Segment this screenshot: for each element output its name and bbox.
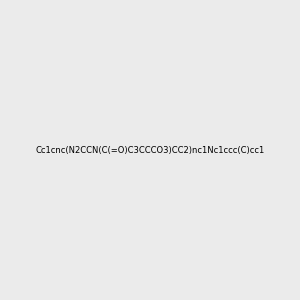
Text: Cc1cnc(N2CCN(C(=O)C3CCCO3)CC2)nc1Nc1ccc(C)cc1: Cc1cnc(N2CCN(C(=O)C3CCCO3)CC2)nc1Nc1ccc(… <box>35 146 265 154</box>
